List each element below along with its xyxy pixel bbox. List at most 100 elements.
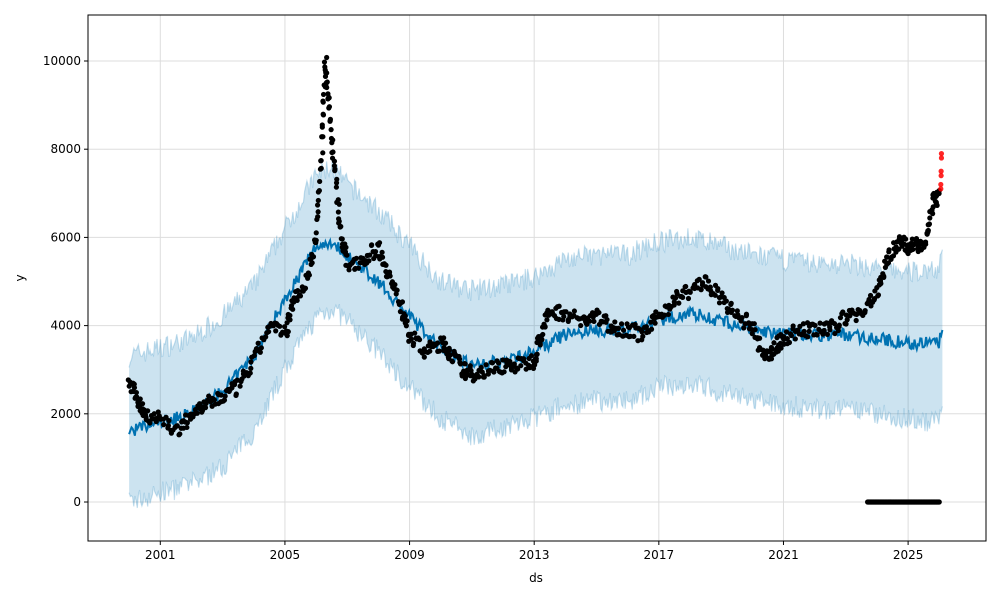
actual-point — [266, 329, 272, 335]
actual-point — [715, 285, 721, 292]
actual-point — [910, 246, 916, 253]
outlier-points — [938, 151, 945, 192]
actual-point — [355, 265, 362, 271]
outlier-point — [938, 181, 944, 188]
actual-point — [320, 99, 326, 105]
actual-point — [752, 327, 758, 333]
actual-point — [866, 296, 872, 303]
actual-point — [528, 353, 535, 359]
actual-point — [500, 357, 506, 363]
x-tick-label: 2001 — [145, 548, 176, 562]
actual-point — [161, 422, 167, 428]
actual-point — [346, 267, 352, 273]
actual-point — [336, 201, 342, 207]
actual-point — [399, 299, 406, 305]
actual-point — [174, 423, 180, 429]
actual-point — [184, 424, 190, 431]
actual-point — [294, 297, 300, 304]
actual-point — [563, 309, 569, 315]
actual-point — [320, 150, 326, 156]
actual-point — [131, 385, 138, 391]
actual-point — [221, 397, 228, 403]
actual-point — [258, 345, 264, 351]
actual-point — [832, 330, 838, 337]
actual-point — [743, 313, 749, 319]
actual-point — [457, 361, 464, 367]
actual-point — [202, 405, 209, 411]
actual-point — [792, 336, 798, 342]
actual-point — [771, 340, 777, 346]
outlier-point — [938, 151, 945, 157]
actual-point — [878, 280, 884, 287]
actual-point — [151, 411, 157, 417]
actual-point — [728, 300, 734, 306]
actual-point — [287, 312, 293, 319]
actual-points — [125, 54, 942, 505]
actual-point — [903, 236, 909, 242]
y-axis-label: y — [13, 274, 27, 281]
actual-point — [318, 157, 324, 164]
actual-point — [412, 330, 418, 336]
actual-point — [835, 327, 841, 334]
actual-point — [615, 325, 622, 331]
x-axis-label: ds — [529, 571, 543, 585]
actual-point — [317, 178, 323, 185]
actual-point — [712, 292, 718, 298]
actual-point — [302, 285, 308, 291]
actual-point — [698, 287, 704, 293]
actual-point — [211, 397, 217, 403]
actual-point — [468, 367, 474, 374]
actual-point — [661, 312, 668, 318]
actual-point — [277, 323, 283, 329]
actual-point — [441, 335, 447, 341]
actual-point — [648, 326, 655, 332]
outlier-point — [938, 173, 944, 179]
actual-point — [436, 348, 442, 354]
actual-point — [831, 320, 838, 327]
actual-point — [315, 197, 321, 204]
actual-point — [369, 242, 375, 248]
actual-point — [578, 322, 584, 329]
actual-point — [534, 351, 540, 357]
actual-point — [757, 335, 763, 341]
actual-point — [410, 342, 416, 349]
actual-point — [716, 300, 723, 306]
actual-point — [467, 363, 473, 369]
actual-point — [556, 303, 562, 309]
actual-point — [683, 283, 689, 290]
actual-point — [263, 334, 269, 340]
actual-point — [783, 329, 790, 335]
actual-point — [319, 124, 325, 130]
actual-point — [890, 253, 897, 259]
actual-point — [926, 221, 932, 228]
actual-point — [836, 322, 842, 328]
actual-point — [456, 356, 463, 362]
actual-point — [324, 84, 330, 91]
actual-point — [875, 293, 881, 299]
actual-point — [416, 337, 423, 343]
actual-point — [652, 320, 658, 326]
actual-point — [408, 336, 414, 342]
actual-point — [703, 274, 709, 280]
actual-point — [328, 127, 334, 133]
actual-point — [284, 333, 290, 339]
actual-point — [233, 391, 239, 397]
actual-point — [248, 365, 254, 371]
actual-point — [612, 319, 618, 325]
actual-point — [143, 414, 149, 420]
actual-point — [315, 214, 321, 220]
actual-point — [673, 295, 679, 301]
actual-point — [314, 202, 321, 208]
actual-point — [729, 307, 736, 313]
outlier-point — [938, 155, 945, 161]
actual-point — [376, 240, 383, 246]
actual-point — [255, 340, 261, 346]
y-tick-label: 8000 — [50, 142, 81, 156]
actual-point — [800, 321, 807, 327]
actual-point — [862, 307, 868, 314]
actual-point — [281, 324, 288, 330]
actual-point — [139, 401, 146, 407]
actual-point — [434, 340, 441, 346]
actual-point — [843, 321, 849, 327]
actual-point — [332, 166, 338, 172]
